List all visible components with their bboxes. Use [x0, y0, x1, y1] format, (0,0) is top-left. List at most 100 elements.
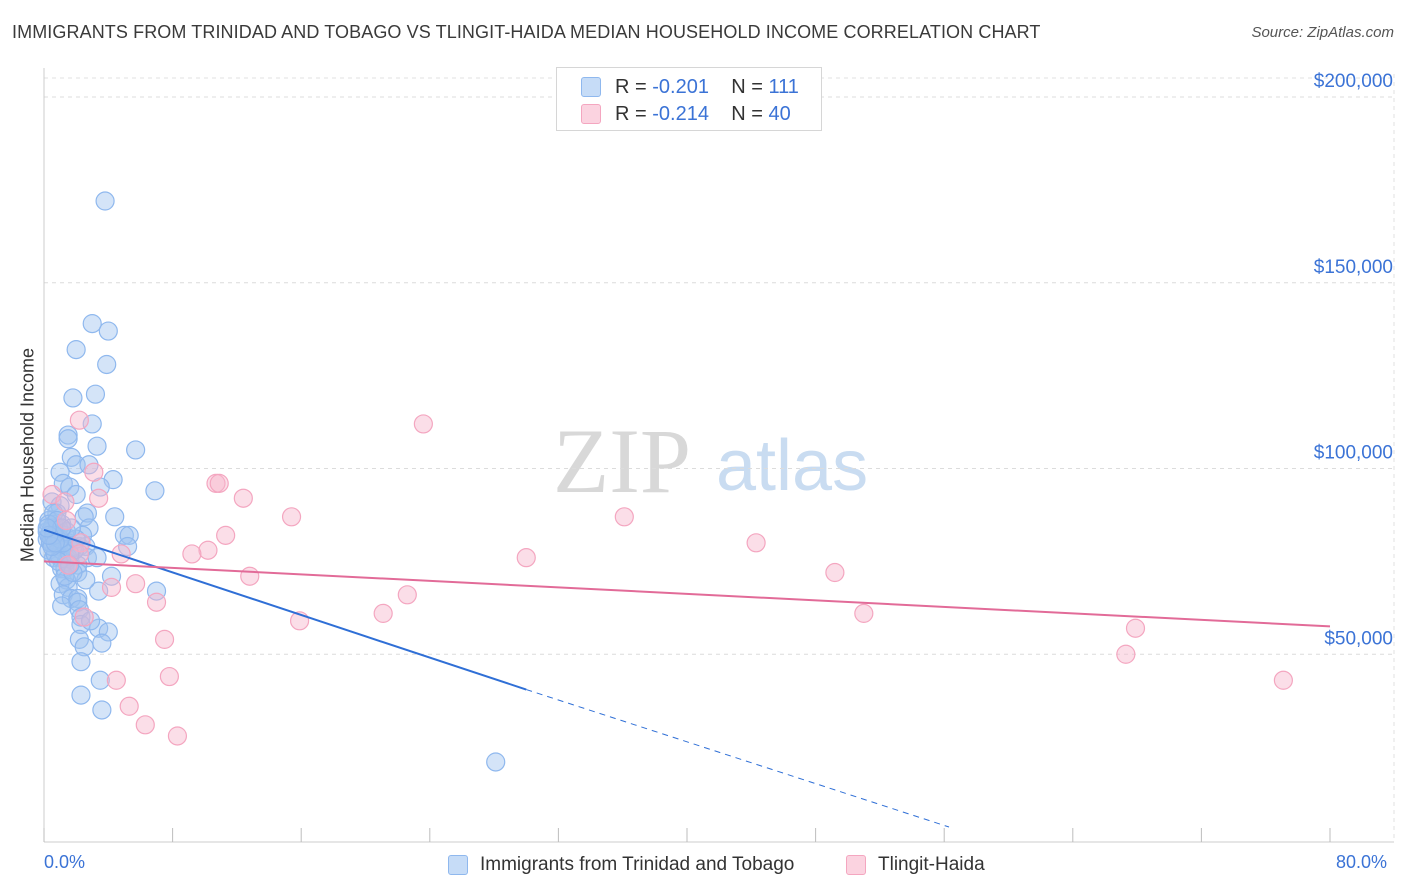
- stats-legend-row-1: R = -0.201 N = 111: [581, 74, 799, 100]
- trend-line-immigrants-extension: [526, 689, 950, 828]
- data-point: [216, 525, 236, 545]
- trend-line-immigrants: [43, 528, 527, 691]
- source-label: Source: ZipAtlas.com: [1251, 24, 1394, 41]
- data-point: [114, 525, 134, 545]
- data-point: [167, 726, 188, 746]
- data-point: [85, 384, 106, 404]
- data-point: [71, 652, 91, 672]
- legend-label: Immigrants from Trinidad and Tobago: [480, 854, 795, 875]
- y-tick-label: $100,000: [1314, 443, 1393, 464]
- data-point: [146, 592, 167, 612]
- watermark-zip: ZIP: [553, 410, 691, 512]
- legend-label: Tlingit-Haida: [878, 854, 985, 875]
- data-point: [101, 566, 122, 586]
- data-point: [198, 540, 218, 560]
- data-point: [89, 488, 109, 508]
- data-point: [111, 544, 131, 564]
- data-point: [854, 603, 874, 623]
- n-label: N =: [731, 102, 763, 125]
- stats-legend: R = -0.201 N = 111 R = -0.214 N = 40: [556, 67, 822, 131]
- data-point: [56, 510, 77, 531]
- data-point: [58, 555, 78, 575]
- data-point: [105, 507, 125, 527]
- data-point: [87, 436, 107, 456]
- r-value: -0.214: [652, 102, 709, 125]
- r-label: R =: [615, 75, 647, 98]
- data-point: [373, 603, 393, 623]
- data-point: [145, 481, 165, 501]
- data-point: [60, 477, 80, 497]
- data-point: [66, 340, 86, 360]
- n-value: 111: [768, 75, 799, 98]
- legend-swatch-blue: [448, 855, 468, 875]
- legend-item-immigrants: Immigrants from Trinidad and Tobago: [448, 852, 794, 878]
- data-point: [209, 473, 229, 493]
- legend-swatch-pink: [581, 104, 601, 124]
- y-tick-label: $150,000: [1314, 257, 1393, 278]
- stats-legend-row-2: R = -0.214 N = 40: [581, 101, 791, 127]
- data-point: [82, 414, 102, 434]
- data-point: [101, 577, 122, 597]
- data-point: [146, 581, 167, 601]
- legend-swatch-pink: [846, 855, 866, 875]
- data-point: [95, 191, 115, 211]
- data-point: [42, 536, 62, 557]
- data-point: [69, 410, 89, 430]
- trend-line-tlingit-haida: [43, 560, 1331, 628]
- trend-lines: [43, 528, 1331, 828]
- r-label: R =: [615, 102, 647, 125]
- data-point: [825, 562, 845, 583]
- data-point: [413, 414, 433, 434]
- n-label: N =: [731, 75, 763, 98]
- data-point: [281, 507, 302, 527]
- data-point: [126, 440, 146, 460]
- data-point: [397, 585, 417, 605]
- data-point: [154, 629, 175, 649]
- data-point: [66, 484, 86, 505]
- data-point: [90, 670, 110, 690]
- data-point: [74, 637, 94, 657]
- watermark: ZIP atlas: [553, 410, 868, 512]
- data-point: [84, 462, 104, 482]
- x-tick-label-max: 80.0%: [1336, 852, 1388, 872]
- y-tick-label: $200,000: [1314, 71, 1393, 92]
- data-point: [92, 633, 112, 653]
- n-value: 40: [768, 102, 791, 125]
- data-point: [117, 536, 138, 557]
- data-point: [233, 488, 253, 508]
- data-point: [106, 670, 126, 690]
- data-point: [516, 548, 536, 568]
- legend-swatch-blue: [581, 77, 601, 97]
- series-tlingit-haida: [42, 410, 1293, 746]
- data-point: [126, 574, 146, 594]
- data-point: [486, 752, 506, 772]
- data-point: [58, 429, 78, 449]
- x-tick-label-min: 0.0%: [44, 852, 86, 872]
- data-point: [119, 696, 139, 716]
- data-point: [74, 607, 94, 627]
- data-point: [614, 507, 634, 527]
- data-point: [97, 354, 117, 375]
- y-tick-label: $50,000: [1324, 628, 1393, 649]
- data-point: [77, 503, 98, 523]
- data-point: [63, 388, 83, 408]
- data-point: [50, 462, 70, 482]
- data-point: [89, 618, 109, 638]
- data-point: [1273, 670, 1293, 690]
- data-point: [52, 596, 72, 616]
- data-point: [1125, 618, 1146, 638]
- legend-item-tlingit-haida: Tlingit-Haida: [846, 852, 985, 878]
- data-point: [159, 666, 179, 687]
- series-legend: Immigrants from Trinidad and Tobago Tlin…: [0, 852, 1406, 878]
- data-point: [240, 566, 260, 586]
- data-point: [135, 715, 155, 735]
- data-point: [92, 700, 112, 720]
- data-point: [37, 518, 57, 538]
- data-point: [55, 492, 75, 512]
- watermark-atlas: atlas: [716, 426, 868, 506]
- data-point: [71, 685, 91, 705]
- data-point: [1116, 644, 1136, 664]
- series-immigrants-trinidad-tobago: [37, 191, 506, 772]
- chart-title: IMMIGRANTS FROM TRINIDAD AND TOBAGO VS T…: [12, 22, 1041, 42]
